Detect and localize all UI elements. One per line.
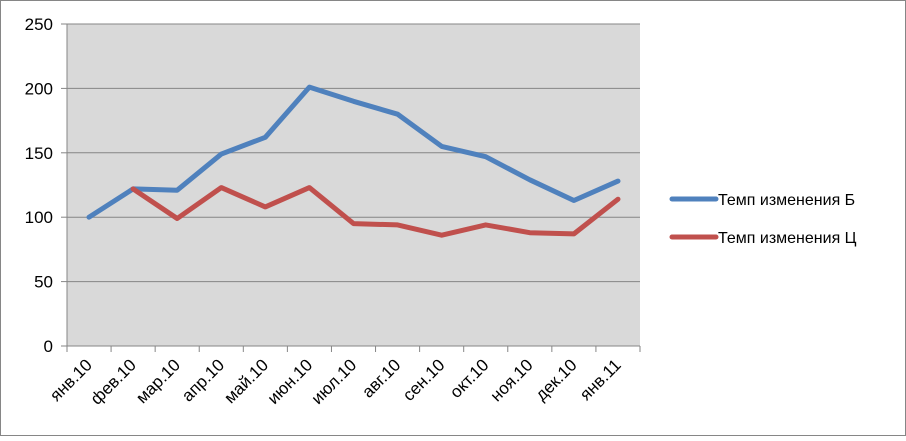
series-line-2 xyxy=(130,185,621,238)
y-tick-label: 100 xyxy=(25,208,53,227)
y-tick-label: 150 xyxy=(25,144,53,163)
y-tick-label: 250 xyxy=(25,15,53,34)
legend-label-2: Темп изменения Ц xyxy=(718,230,857,247)
legend: Темп изменения Б Темп изменения Ц xyxy=(669,192,857,247)
plot-area xyxy=(67,24,640,346)
y-tick-label: 0 xyxy=(44,337,53,356)
y-tick-label: 50 xyxy=(34,273,53,292)
series-lines xyxy=(86,84,621,238)
gridlines xyxy=(67,23,640,283)
y-tick-label: 200 xyxy=(25,79,53,98)
legend-label-1: Темп изменения Б xyxy=(718,192,855,209)
series-line-1 xyxy=(86,84,621,220)
